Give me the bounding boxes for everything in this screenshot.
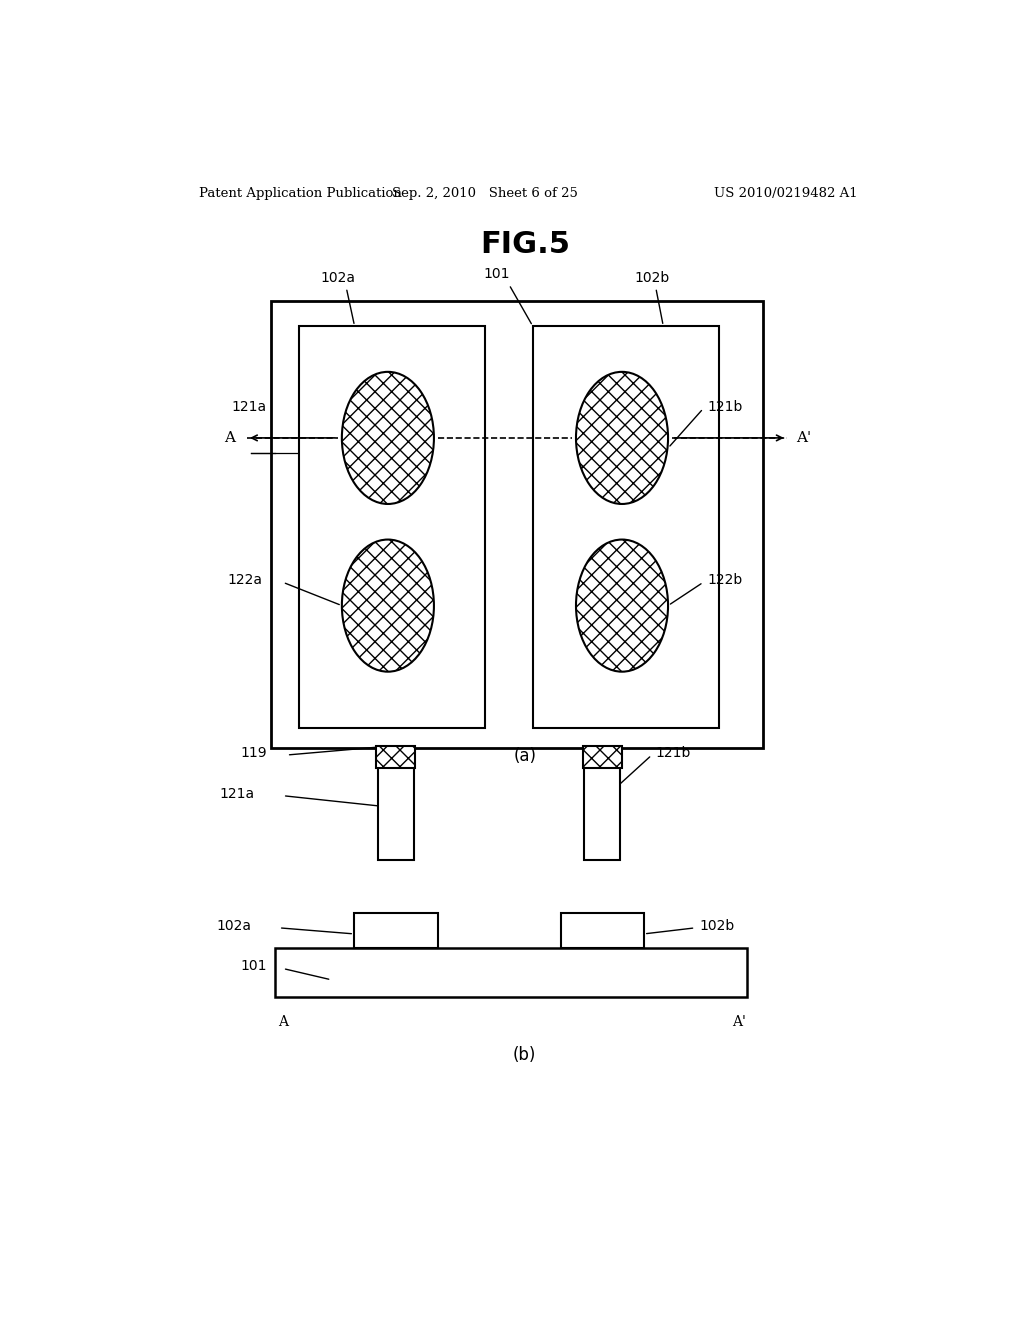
Ellipse shape — [342, 540, 434, 672]
Text: 119: 119 — [241, 746, 267, 760]
Text: (a): (a) — [513, 747, 537, 766]
Text: FIG.5: FIG.5 — [480, 230, 569, 259]
Text: 102b: 102b — [634, 272, 670, 285]
Bar — [585, 763, 620, 859]
Text: 122b: 122b — [708, 573, 742, 587]
Text: 101: 101 — [483, 268, 510, 281]
Text: A: A — [278, 1015, 288, 1030]
Ellipse shape — [342, 540, 434, 672]
Text: 121b: 121b — [708, 400, 742, 414]
Bar — [583, 746, 622, 768]
Text: 102a: 102a — [216, 919, 251, 933]
Text: A: A — [224, 430, 236, 445]
Ellipse shape — [575, 540, 668, 672]
Bar — [378, 763, 414, 859]
Bar — [354, 912, 437, 948]
Ellipse shape — [342, 372, 434, 504]
Text: Patent Application Publication: Patent Application Publication — [200, 187, 402, 201]
Ellipse shape — [575, 540, 668, 672]
Ellipse shape — [575, 372, 668, 504]
Text: Sep. 2, 2010   Sheet 6 of 25: Sep. 2, 2010 Sheet 6 of 25 — [392, 187, 579, 201]
Ellipse shape — [575, 372, 668, 504]
Text: 102b: 102b — [699, 919, 734, 933]
Text: 101: 101 — [241, 960, 267, 973]
Text: (b): (b) — [513, 1045, 537, 1064]
Bar — [532, 326, 719, 727]
Text: A': A' — [732, 1015, 746, 1030]
Text: 102a: 102a — [321, 272, 355, 285]
Text: 121a: 121a — [231, 400, 267, 414]
Bar — [299, 326, 485, 727]
Text: 122a: 122a — [228, 573, 263, 587]
Text: 121b: 121b — [655, 746, 691, 760]
Text: 121a: 121a — [220, 787, 255, 801]
Bar — [377, 746, 416, 768]
Bar — [560, 912, 644, 948]
Text: A': A' — [797, 430, 811, 445]
Text: US 2010/0219482 A1: US 2010/0219482 A1 — [715, 187, 858, 201]
Bar — [270, 301, 763, 748]
Bar — [274, 948, 748, 997]
Ellipse shape — [342, 372, 434, 504]
